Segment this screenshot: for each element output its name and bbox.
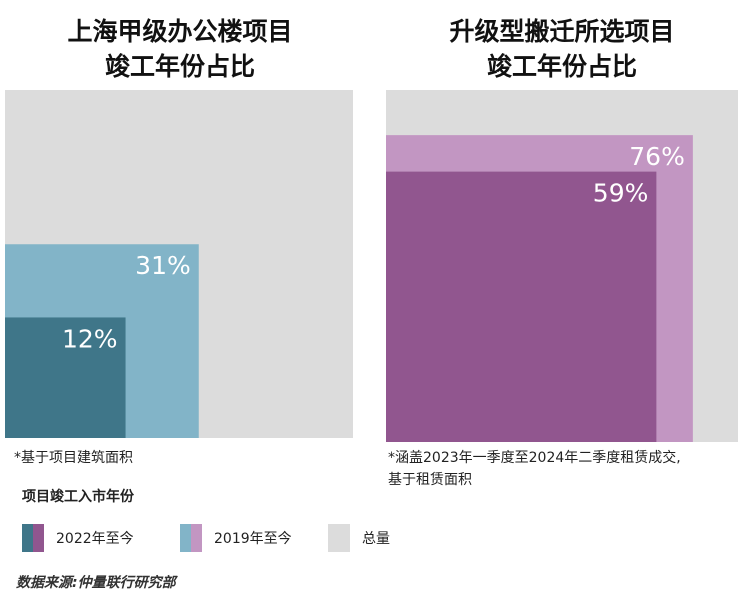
legend-item-2019: 2019年至今 [180,524,292,552]
chart-right-note-line-1: *涵盖2023年一季度至2024年二季度租赁成交, [388,450,681,466]
chart-right-note-line-2: 基于租赁面积 [388,472,472,488]
legend-label-total: 总量 [362,531,390,547]
left-2022-value-label: 12% [62,324,118,353]
chart-right-note: *涵盖2023年一季度至2024年二季度租赁成交, 基于租赁面积 [388,447,738,491]
legend-swatch-2022-purple [33,524,44,552]
legend-swatch-2019 [180,524,202,552]
legend-item-2022: 2022年至今 [22,524,134,552]
right-2019-value-label: 76% [629,142,685,171]
legend-label-2019: 2019年至今 [214,531,292,547]
legend-swatch-2019-purple [191,524,202,552]
legend-swatch-total-left [328,524,339,552]
legend-swatch-2022-blue [22,524,33,552]
right-2022-square [386,171,657,443]
legend-swatch-2019-blue [180,524,191,552]
left-2022-square [5,317,126,438]
legend-title: 项目竣工入市年份 [22,489,134,505]
chart-right-title-line-1: 升级型搬迁所选项目 [449,17,675,46]
legend-swatch-total [328,524,350,552]
legend-swatch-2022 [22,524,44,552]
chart-right-title: 升级型搬迁所选项目 竣工年份占比 [386,14,738,84]
legend-label-2022: 2022年至今 [56,531,134,547]
chart-left-title-line-2: 竣工年份占比 [104,52,255,81]
legend-item-total: 总量 [328,524,390,552]
chart-right-title-line-2: 竣工年份占比 [486,52,637,81]
right-2022-value-label: 59% [593,179,649,208]
left-2019-value-label: 31% [135,251,191,280]
chart-left-note: *基于项目建筑面积 [14,450,133,466]
chart-left-title-line-1: 上海甲级办公楼项目 [67,17,293,46]
source-credit: 数据来源:仲量联行研究部 [16,575,176,591]
chart-left-title: 上海甲级办公楼项目 竣工年份占比 [5,14,355,84]
legend-swatch-total-right [339,524,350,552]
